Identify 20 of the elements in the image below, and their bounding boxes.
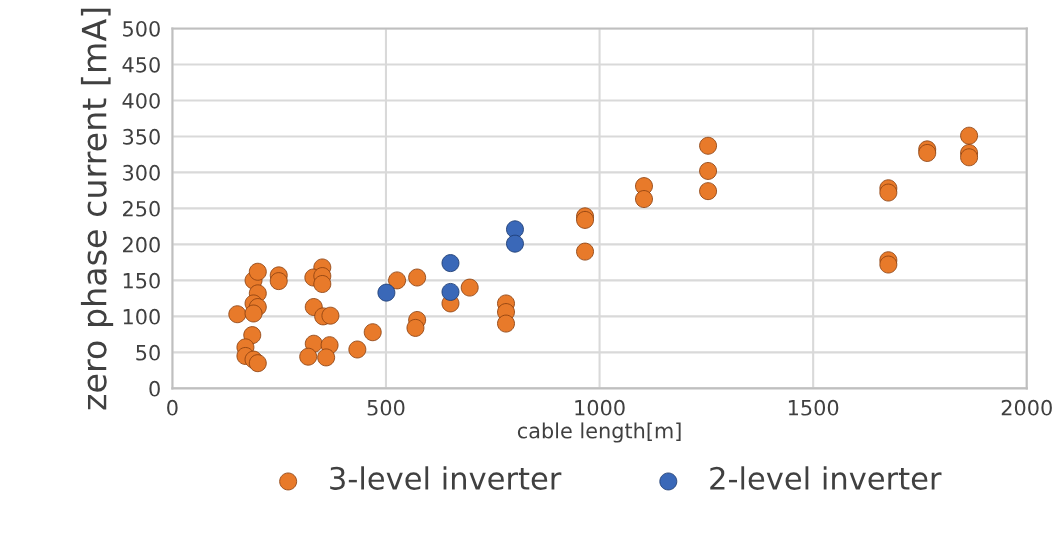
x-tick-label: 500: [367, 399, 405, 416]
y-tick-label: 300: [123, 164, 160, 181]
x-tick-label: 0: [167, 399, 178, 416]
x-axis-title: cable length[m]: [517, 422, 681, 443]
x-tick-label: 2000: [1001, 399, 1052, 416]
x-tick-label: 1500: [788, 399, 839, 416]
y-tick-label: 250: [123, 200, 160, 217]
y-tick-label: 100: [123, 308, 160, 325]
y-axis-title: zero phase current [mA]: [80, 8, 114, 410]
y-tick-label: 450: [122, 56, 160, 73]
legend-label: 2-level inverter: [710, 466, 942, 490]
y-tick-label: 500: [123, 20, 160, 37]
legend-label: 3-level inverter: [330, 466, 562, 490]
y-tick-label: 150: [123, 272, 160, 289]
y-tick-label: 50: [136, 344, 160, 361]
y-tick-label: 200: [123, 236, 160, 253]
y-tick-label: 350: [123, 128, 160, 145]
y-tick-label: 400: [122, 92, 160, 109]
y-tick-label: 0: [149, 380, 160, 397]
x-tick-label: 1000: [575, 399, 625, 416]
